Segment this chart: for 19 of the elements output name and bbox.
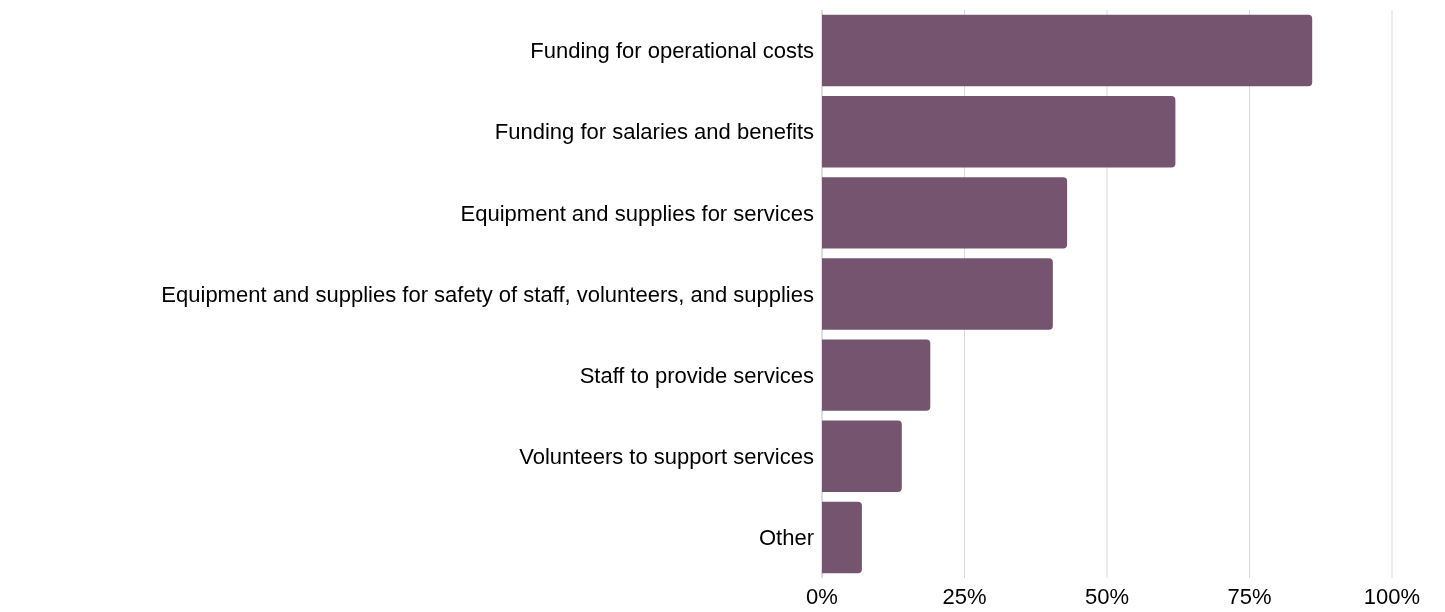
y-tick-label: Equipment and supplies for safety of staff, volunteers, and supplies: [161, 281, 814, 307]
y-tick-label: Funding for salaries and benefits: [494, 119, 814, 145]
y-tick-label: Volunteers to support services: [519, 443, 814, 469]
y-tick-label: Equipment and supplies for services: [460, 200, 814, 226]
bar: [822, 96, 1176, 168]
y-tick-label: Other: [758, 525, 814, 551]
bar: [822, 501, 862, 574]
bar: [822, 177, 1068, 249]
x-tick-label: 0%: [806, 584, 838, 609]
x-tick-label: 25%: [942, 584, 987, 609]
x-tick-label: 100%: [1363, 584, 1421, 609]
bar: [822, 420, 902, 492]
x-tick-label: 50%: [1084, 584, 1130, 609]
y-tick-label: Staff to provide services: [579, 362, 814, 388]
bar: [822, 258, 1053, 330]
y-tick-label: Funding for operational costs: [530, 38, 814, 64]
x-tick-label: 75%: [1227, 584, 1272, 609]
bar: [822, 339, 931, 411]
bar: [822, 14, 1313, 87]
